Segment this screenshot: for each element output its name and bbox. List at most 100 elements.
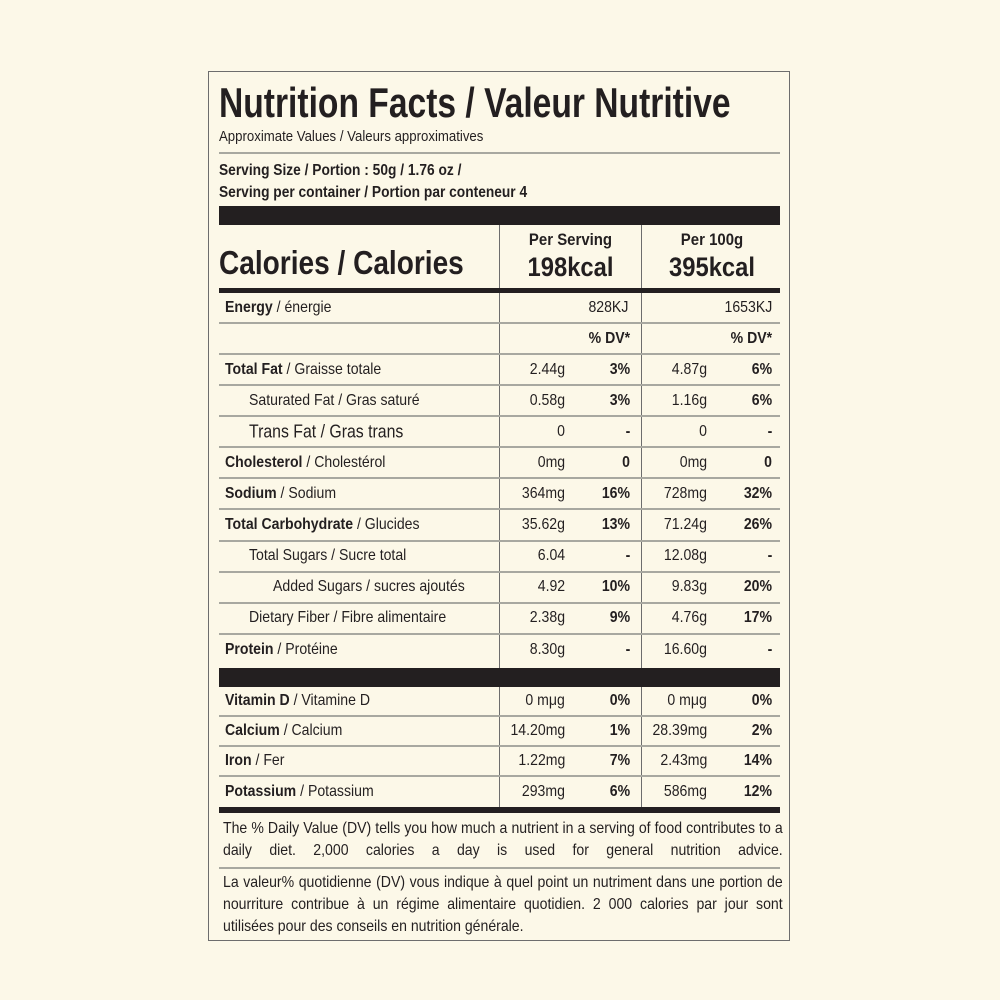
nutrient-name: Potassium / Potassium xyxy=(225,783,374,801)
thick-bar xyxy=(219,668,780,687)
nutrient-name-en: Sodium xyxy=(225,484,277,502)
amount-per-serving: 6.04 xyxy=(537,547,565,565)
nutrient-name-en: Iron xyxy=(225,752,252,769)
nutrient-name-fr: Trans Fat / Gras trans xyxy=(249,421,404,442)
amount-per-serving: 364mg xyxy=(521,484,565,502)
nutrient-row: Protein / Protéine 8.30g - 16.60g - xyxy=(219,635,780,666)
thick-bar xyxy=(219,807,780,813)
percent-dv-per-serving: - xyxy=(625,422,630,440)
nutrient-name-en: Cholesterol xyxy=(225,453,303,471)
nutrient-name: Saturated Fat / Gras saturé xyxy=(249,392,420,410)
amount-per-100g: 0 mμg xyxy=(667,692,707,709)
percent-dv-per-100g: 32% xyxy=(743,484,772,502)
nutrient-row: Total Carbohydrate / Glucides 35.62g 13% 71… xyxy=(219,511,780,542)
nutrient-name-en: Protein xyxy=(225,641,274,659)
amount-per-100g: 12.08g xyxy=(663,547,707,565)
percent-dv-per-100g: 2% xyxy=(751,722,772,739)
percent-dv-per-serving: 1% xyxy=(609,722,630,739)
per-100g-header: Per 100g 395kcal xyxy=(669,230,755,282)
amount-per-100g: 4.76g xyxy=(671,609,707,627)
percent-dv-per-100g: - xyxy=(767,547,772,565)
amount-per-100g: 71.24g xyxy=(663,516,707,534)
percent-dv-per-serving: 0 xyxy=(622,453,630,471)
nutrient-name: Vitamin D / Vitamine D xyxy=(225,692,370,710)
nutrient-name-fr: Saturated Fat / Gras saturé xyxy=(249,391,420,409)
calories-label: Calories / Calories xyxy=(219,244,464,281)
serving-info: Serving Size / Portion : 50g / 1.76 oz /… xyxy=(219,160,780,204)
divider xyxy=(219,867,780,869)
thick-bar xyxy=(219,288,780,293)
nutrient-name: Total Fat / Graisse totale xyxy=(225,361,381,379)
percent-dv-per-serving: - xyxy=(625,641,630,659)
dv-header: % DV* xyxy=(588,329,630,347)
amount-per-100g: 28.39mg xyxy=(652,722,707,739)
nutrient-row: Saturated Fat / Gras saturé 0.58g 3% 1.16g 6… xyxy=(219,386,780,418)
amount-per-serving: 293mg xyxy=(521,783,565,800)
amount-per-100g: 728mg xyxy=(663,484,707,502)
nutrient-name-fr: / Graisse totale xyxy=(282,360,382,378)
amount-per-serving: 8.30g xyxy=(529,641,565,659)
percent-dv-per-100g: 0% xyxy=(751,692,772,709)
nutrient-name: Added Sugars / sucres ajoutés xyxy=(273,578,465,596)
percent-dv-per-serving: 9% xyxy=(609,609,630,627)
nutrient-name-fr: / Sodium xyxy=(276,484,337,502)
nutrient-name: Cholesterol / Cholestérol xyxy=(225,454,385,472)
amount-per-serving: 0 mμg xyxy=(525,692,565,709)
percent-dv-per-100g: 17% xyxy=(743,609,772,627)
label-title: Nutrition Facts / Valeur Nutritive xyxy=(219,79,731,126)
amount-per-100g: 1.16g xyxy=(671,391,707,409)
nutrient-row: Calcium / Calcium 14.20mg 1% 28.39mg 2% xyxy=(219,717,780,747)
percent-dv-per-serving: 0% xyxy=(609,692,630,709)
nutrient-name-fr: Dietary Fiber / Fibre alimentaire xyxy=(249,609,447,627)
percent-dv-per-serving: 10% xyxy=(601,578,630,596)
amount-per-100g: 0 xyxy=(699,422,707,440)
nutrient-row: Cholesterol / Cholestérol 0mg 0 0mg 0 xyxy=(219,448,780,480)
percent-dv-per-serving: 6% xyxy=(609,783,630,800)
percent-dv-per-serving: 3% xyxy=(609,360,630,378)
servings-per-container: Serving per container / Portion par cont… xyxy=(219,184,528,201)
nutrient-name: Calcium / Calcium xyxy=(225,722,342,740)
nutrient-name-fr: / Glucides xyxy=(353,516,420,534)
nutrient-name-fr: / Fer xyxy=(251,752,285,769)
amount-per-100g: 16.60g xyxy=(663,641,707,659)
amount-per-100g: 0mg xyxy=(679,453,707,471)
nutrient-row: Trans Fat / Gras trans 0 - 0 - xyxy=(219,417,780,449)
nutrient-name-fr: / Potassium xyxy=(296,783,374,800)
dv-header-row: % DV* % DV* xyxy=(219,324,780,355)
nutrient-row: Sodium / Sodium 364mg 16% 728mg 32% xyxy=(219,479,780,511)
amount-per-serving: 35.62g xyxy=(521,516,565,534)
nutrient-name: Total Sugars / Sucre total xyxy=(249,547,406,565)
percent-dv-per-100g: 6% xyxy=(751,391,772,409)
nutrient-name-fr: / Protéine xyxy=(273,641,338,659)
nutrient-name-en: Total Carbohydrate xyxy=(225,516,354,534)
amount-per-serving: 14.20mg xyxy=(510,722,565,739)
percent-dv-per-100g: 12% xyxy=(743,783,772,800)
nutrient-row: Energy / énergie 828KJ 1653KJ xyxy=(219,293,780,324)
percent-dv-per-serving: 13% xyxy=(601,516,630,534)
column-divider xyxy=(499,225,500,808)
nutrient-row: Vitamin D / Vitamine D 0 mμg 0% 0 mμg 0% xyxy=(219,687,780,717)
nutrient-name-fr: / énergie xyxy=(272,298,332,316)
percent-dv-per-serving: - xyxy=(625,547,630,565)
nutrition-label: Nutrition Facts / Valeur Nutritive Appro… xyxy=(208,71,790,941)
nutrient-name-fr: Total Sugars / Sucre total xyxy=(249,547,407,565)
nutrient-name: Energy / énergie xyxy=(225,299,331,317)
percent-dv-per-serving: 16% xyxy=(601,484,630,502)
serving-size: Serving Size / Portion : 50g / 1.76 oz / xyxy=(219,162,462,179)
nutrient-name-fr: / Cholestérol xyxy=(302,453,386,471)
nutrient-name: Iron / Fer xyxy=(225,752,284,770)
amount-per-serving: 4.92 xyxy=(537,578,565,596)
percent-dv-per-100g: - xyxy=(767,422,772,440)
thick-bar xyxy=(219,206,780,225)
approx-note: Approximate Values / Valeurs approximati… xyxy=(219,128,484,145)
nutrient-row: Total Sugars / Sucre total 6.04 - 12.08g - xyxy=(219,542,780,573)
nutrient-row: Added Sugars / sucres ajoutés 4.92 10% 9.83… xyxy=(219,573,780,604)
percent-dv-per-100g: 26% xyxy=(743,516,772,534)
nutrient-name-fr: / Vitamine D xyxy=(289,692,371,709)
nutrient-name-fr: / Calcium xyxy=(279,722,343,739)
percent-dv-per-100g: 14% xyxy=(743,752,772,769)
nutrient-name-en: Total Fat xyxy=(225,360,283,378)
column-divider xyxy=(641,225,642,808)
nutrient-name: Dietary Fiber / Fibre alimentaire xyxy=(249,609,446,627)
dv-header: % DV* xyxy=(730,329,772,347)
